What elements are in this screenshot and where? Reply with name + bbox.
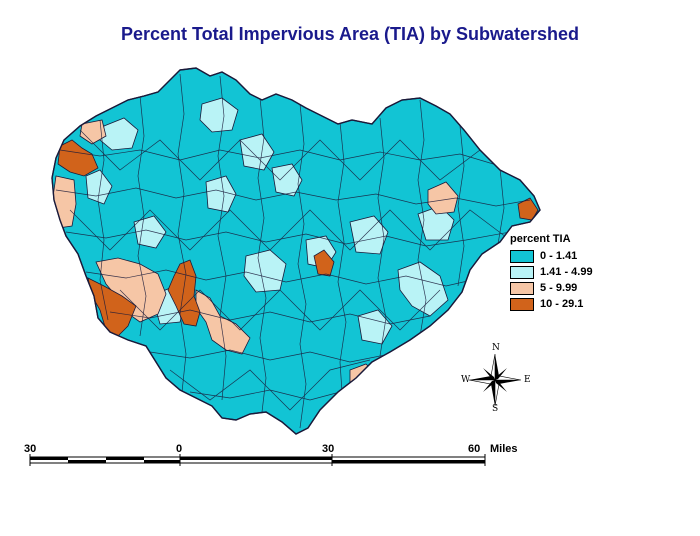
legend-label: 10 - 29.1 xyxy=(540,298,584,310)
legend-swatch xyxy=(510,281,534,295)
legend-item: 10 - 29.1 xyxy=(510,296,593,312)
legend-swatch xyxy=(510,249,534,263)
scale-tick-label: 0 xyxy=(176,443,183,455)
legend-label: 5 - 9.99 xyxy=(540,282,578,294)
legend-label: 0 - 1.41 xyxy=(540,250,578,262)
legend-item: 5 - 9.99 xyxy=(510,280,593,296)
compass-north-label: N xyxy=(492,343,500,353)
class-high-areas xyxy=(57,139,539,339)
scale-tick-label: 60 xyxy=(468,443,481,455)
compass-east-label: E xyxy=(524,375,531,385)
legend-label: 1.41 - 4.99 xyxy=(540,266,593,278)
scale-bar xyxy=(29,454,486,466)
legend-item: 1.41 - 4.99 xyxy=(510,264,593,280)
scale-tick-label: 30 xyxy=(24,443,37,455)
scale-tick-label: 30 xyxy=(322,443,335,455)
legend-title: percent TIA xyxy=(510,233,571,245)
compass-west-label: W xyxy=(461,375,471,385)
subwatershed-boundaries xyxy=(55,73,531,429)
class-low-medium-areas xyxy=(85,97,455,345)
scale-unit-label: Miles xyxy=(490,443,518,455)
legend-swatch xyxy=(510,297,534,311)
map-legend: percent TIA 0 - 1.41 1.41 - 4.99 5 - 9.9… xyxy=(510,233,593,312)
compass-south-label: S xyxy=(492,404,499,414)
legend-swatch xyxy=(510,265,534,279)
map-title: Percent Total Impervious Area (TIA) by S… xyxy=(120,24,580,44)
legend-item: 0 - 1.41 xyxy=(510,248,593,264)
compass-rose-icon xyxy=(468,353,522,407)
